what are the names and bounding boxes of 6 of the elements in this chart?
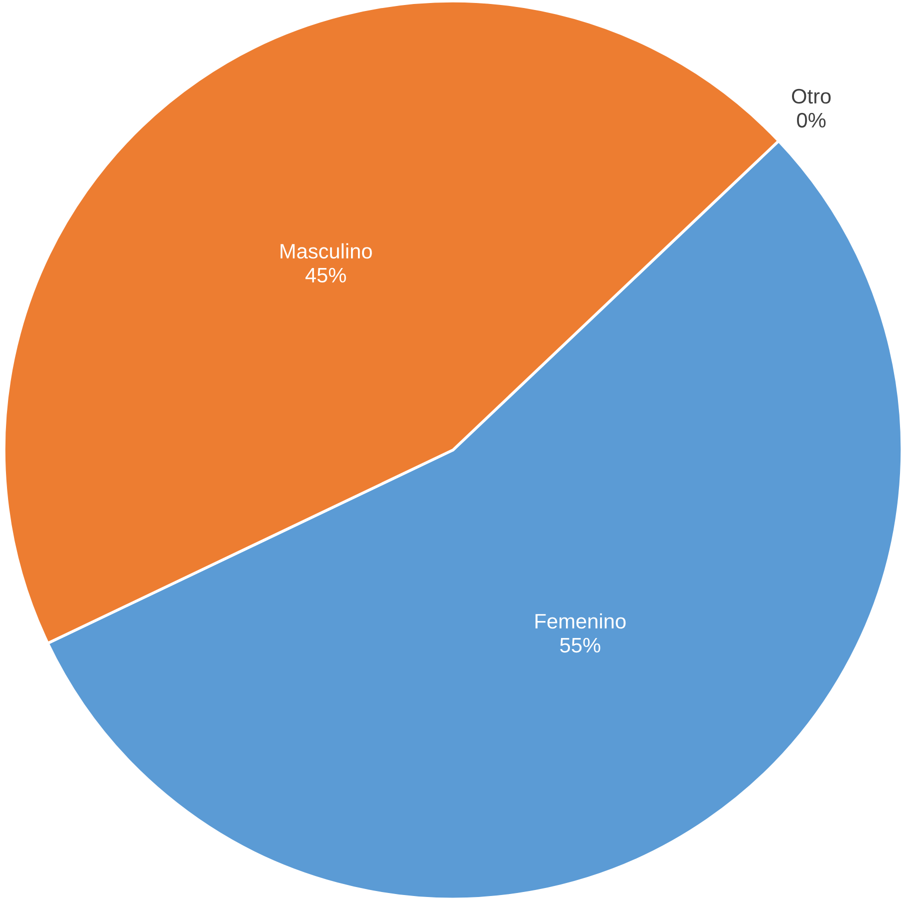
slice-label: Femenino bbox=[536, 613, 626, 629]
category-label: Otro bbox=[792, 88, 831, 104]
slice-label: Masculino bbox=[280, 243, 372, 259]
data-label: 45% bbox=[305, 268, 346, 283]
text: 0% bbox=[797, 112, 826, 128]
data-label: 55% bbox=[560, 638, 600, 653]
